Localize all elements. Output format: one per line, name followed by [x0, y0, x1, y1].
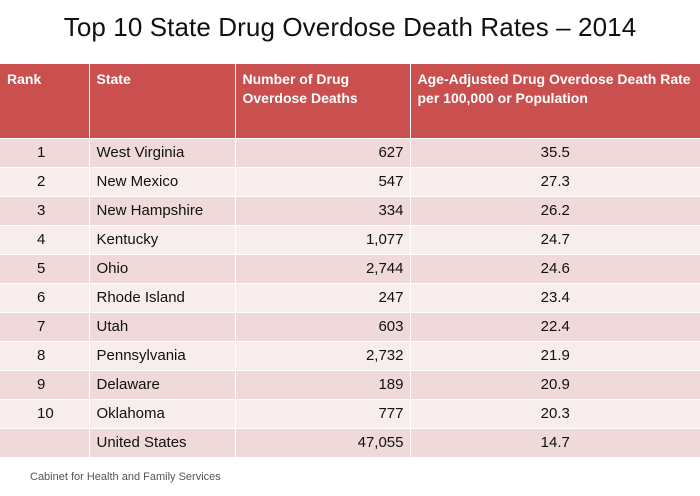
- cell-rate: 24.6: [410, 253, 700, 283]
- cell-deaths: 247: [235, 282, 411, 312]
- cell-state: Delaware: [89, 369, 236, 399]
- cell-state: West Virginia: [89, 137, 236, 167]
- cell-deaths: 603: [235, 311, 411, 341]
- cell-rate: 27.3: [410, 166, 700, 196]
- table-row: 3 New Hampshire 334 26.2: [0, 195, 700, 225]
- cell-state: Pennsylvania: [89, 340, 236, 370]
- cell-rate: 23.4: [410, 282, 700, 312]
- cell-rate: 21.9: [410, 340, 700, 370]
- cell-rate: 26.2: [410, 195, 700, 225]
- chart-title: Top 10 State Drug Overdose Death Rates –…: [63, 12, 637, 42]
- cell-deaths: 777: [235, 398, 411, 428]
- column-header-rank: Rank: [0, 64, 90, 138]
- cell-state: Rhode Island: [89, 282, 236, 312]
- table-row: 9 Delaware 189 20.9: [0, 369, 700, 399]
- table-row: 1 West Virginia 627 35.5: [0, 137, 700, 167]
- cell-rate: 22.4: [410, 311, 700, 341]
- cell-rank: 9: [0, 369, 90, 399]
- cell-deaths: 47,055: [235, 427, 411, 457]
- table-row: 7 Utah 603 22.4: [0, 311, 700, 341]
- cell-state: Kentucky: [89, 224, 236, 254]
- table-row: 2 New Mexico 547 27.3: [0, 166, 700, 196]
- cell-rank: 10: [0, 398, 90, 428]
- cell-rate: 20.3: [410, 398, 700, 428]
- cell-rate: 35.5: [410, 137, 700, 167]
- cell-rank: 4: [0, 224, 90, 254]
- cell-rate: 20.9: [410, 369, 700, 399]
- cell-state: United States: [89, 427, 236, 457]
- column-header-rate: Age-Adjusted Drug Overdose Death Rate pe…: [410, 64, 700, 138]
- column-header-state: State: [89, 64, 236, 138]
- cell-deaths: 334: [235, 195, 411, 225]
- cell-state: Ohio: [89, 253, 236, 283]
- table-row: 8 Pennsylvania 2,732 21.9: [0, 340, 700, 370]
- table-header-row: Rank State Number of Drug Overdose Death…: [0, 64, 700, 138]
- column-header-deaths: Number of Drug Overdose Deaths: [235, 64, 411, 138]
- table-row: 5 Ohio 2,744 24.6: [0, 253, 700, 283]
- cell-deaths: 189: [235, 369, 411, 399]
- cell-rank: 1: [0, 137, 90, 167]
- cell-state: Oklahoma: [89, 398, 236, 428]
- table-row: 10 Oklahoma 777 20.3: [0, 398, 700, 428]
- table-row: United States 47,055 14.7: [0, 427, 700, 457]
- cell-deaths: 2,732: [235, 340, 411, 370]
- cell-rate: 14.7: [410, 427, 700, 457]
- cell-deaths: 547: [235, 166, 411, 196]
- cell-deaths: 1,077: [235, 224, 411, 254]
- cell-state: New Hampshire: [89, 195, 236, 225]
- overdose-rates-table: Rank State Number of Drug Overdose Death…: [0, 64, 700, 457]
- table-row: 6 Rhode Island 247 23.4: [0, 282, 700, 312]
- cell-rank: 3: [0, 195, 90, 225]
- cell-rank: 2: [0, 166, 90, 196]
- source-note: Cabinet for Health and Family Services: [30, 471, 221, 483]
- cell-state: New Mexico: [89, 166, 236, 196]
- cell-rank: 8: [0, 340, 90, 370]
- cell-rank: 7: [0, 311, 90, 341]
- cell-state: Utah: [89, 311, 236, 341]
- cell-rate: 24.7: [410, 224, 700, 254]
- table-row: 4 Kentucky 1,077 24.7: [0, 224, 700, 254]
- cell-deaths: 2,744: [235, 253, 411, 283]
- cell-rank: 5: [0, 253, 90, 283]
- cell-deaths: 627: [235, 137, 411, 167]
- cell-rank: 6: [0, 282, 90, 312]
- cell-rank: [0, 427, 90, 457]
